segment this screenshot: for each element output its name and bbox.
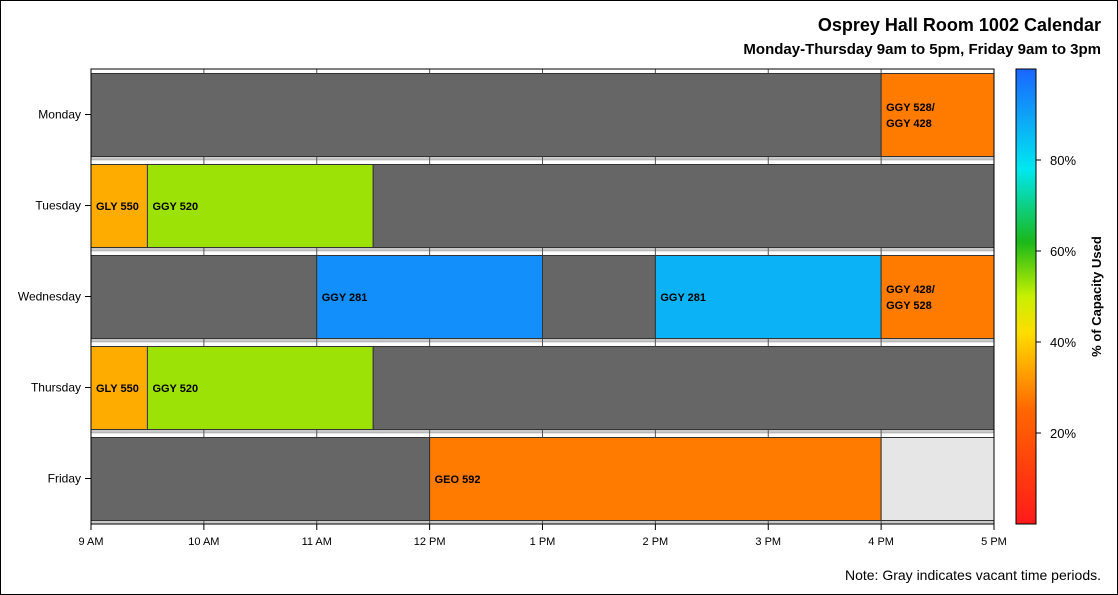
vacant-bar (90, 73, 882, 157)
vacant-bar (542, 255, 656, 339)
booking-label: GGY 428/ (886, 284, 935, 296)
booking-bar (146, 346, 374, 430)
booking-bar (90, 346, 148, 430)
booking-label: GGY 520 (152, 201, 198, 213)
booking-bar (880, 73, 995, 157)
x-tick-label: 2 PM (643, 536, 669, 548)
x-tick-label: 4 PM (868, 536, 894, 548)
booking-label: GLY 550 (96, 383, 139, 395)
vacant-bar (90, 255, 318, 339)
booking-label: GEO 592 (435, 474, 481, 486)
booking-label: GLY 550 (96, 201, 139, 213)
vacant-bar (372, 346, 995, 430)
booking-bar (146, 164, 374, 248)
colorbar-tick-label: 60% (1050, 244, 1076, 259)
vacant-bar (90, 437, 431, 521)
booking-bars: GGY 528/GGY 428 GLY 550 GGY 520 GGY 281 GGY … (90, 73, 995, 521)
day-label: Thursday (31, 381, 81, 395)
booking-label: GGY 281 (660, 292, 706, 304)
closed-bar (880, 437, 995, 521)
x-tick-label: 3 PM (755, 536, 781, 548)
chart-title: Osprey Hall Room 1002 Calendar (817, 15, 1101, 35)
x-tick-label: 12 PM (414, 536, 446, 548)
axes: 9 AM 10 AM 11 AM 12 PM 1 PM 2 PM 3 PM 4 PM 5 PM M… (18, 68, 1007, 548)
x-tick-label: 11 AM (302, 536, 332, 548)
chart-subtitle: Monday-Thursday 9am to 5pm, Friday 9am t… (743, 41, 1101, 58)
colorbar-tick-label: 20% (1050, 426, 1076, 441)
day-label: Wednesday (18, 290, 81, 304)
colorbar: 20% 40% 60% 80% % of Capacity Used (1015, 68, 1104, 525)
day-label: Monday (38, 108, 81, 122)
x-tick-label: 5 PM (981, 536, 1007, 548)
booking-bar (90, 164, 148, 248)
vacancy-note: Note: Gray indicates vacant time periods… (844, 567, 1101, 583)
booking-label: GGY 528/ (886, 102, 935, 114)
booking-bar (316, 255, 543, 339)
booking-label: GGY 281 (322, 292, 368, 304)
booking-bar (429, 437, 882, 521)
booking-label: GGY 428 (886, 118, 932, 130)
booking-label: GGY 520 (152, 383, 198, 395)
day-label: Friday (48, 472, 81, 486)
colorbar-tick-label: 40% (1050, 335, 1076, 350)
day-label: Tuesday (35, 199, 81, 213)
x-tick-label: 9 AM (78, 536, 103, 548)
x-tick-label: 10 AM (188, 536, 219, 548)
booking-bar (880, 255, 995, 339)
colorbar-label: % of Capacity Used (1089, 236, 1104, 357)
x-tick-label: 1 PM (530, 536, 556, 548)
booking-label: GGY 528 (886, 300, 932, 312)
colorbar-tick-label: 80% (1050, 153, 1076, 168)
vacant-bar (372, 164, 995, 248)
colorbar-scale (1015, 68, 1037, 525)
